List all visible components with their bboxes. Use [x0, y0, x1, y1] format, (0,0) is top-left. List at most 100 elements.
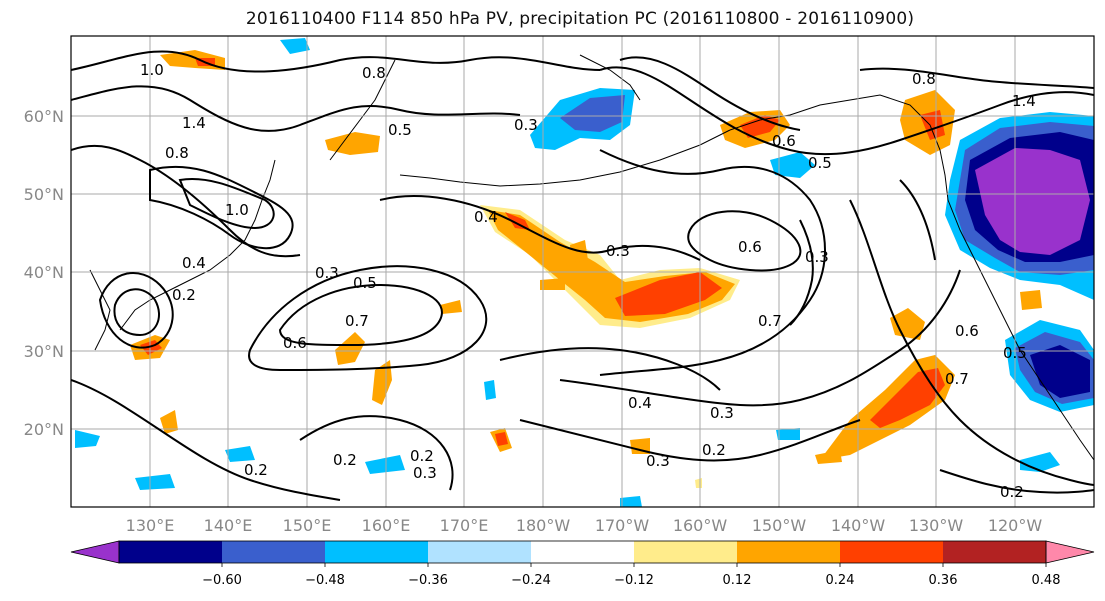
lon-label: 160°W [673, 516, 728, 535]
precip-neg-small-10 [75, 430, 100, 448]
colorbar-tick-label: −0.24 [511, 573, 551, 588]
lon-label: 140°E [204, 516, 253, 535]
lat-label: 30°N [24, 342, 64, 361]
contour-label: 0.2 [244, 461, 268, 479]
contour-label: 1.0 [140, 61, 164, 79]
colorbar-extend-low [70, 540, 120, 564]
colorbar-tick-label: 0.12 [723, 573, 752, 588]
lat-label: 20°N [24, 420, 64, 439]
pv-contour-6 [98, 272, 174, 349]
map-title: 2016110400 F114 850 hPa PV, precipitatio… [245, 9, 915, 29]
precip-pos-small-4 [335, 332, 365, 365]
precip-pos-small-2 [325, 132, 380, 155]
contour-label: 0.3 [514, 116, 538, 134]
latitude-labels: 60°N 50°N 40°N 30°N 20°N [24, 107, 64, 439]
contour-label: 0.7 [758, 312, 782, 330]
pv-contour-1 [71, 50, 601, 73]
coast-na-west [947, 199, 1094, 461]
colorbar-extend-high [1045, 540, 1095, 564]
coast-siberia [579, 54, 641, 101]
precip-pos-coast-inner [920, 110, 945, 140]
longitude-labels: 130°E 140°E 150°E 160°E 170°E 180°W 170°… [126, 516, 1043, 535]
coast-korea [89, 269, 111, 351]
lon-label: 130°W [909, 516, 964, 535]
contour-label: 0.4 [474, 208, 498, 226]
contour-label: 0.5 [1003, 344, 1027, 362]
contour-label: 0.3 [315, 264, 339, 282]
colorbar-segment [428, 541, 532, 563]
contour-label: 1.0 [225, 201, 249, 219]
lon-label: 150°E [283, 516, 332, 535]
pv-contour-8 [278, 283, 443, 347]
pv-contour-17 [859, 67, 1094, 89]
precip-neg-small-9 [620, 496, 642, 507]
colorbar-tick-label: 0.36 [929, 573, 958, 588]
contour-label: 1.4 [1012, 92, 1036, 110]
precip-neg-small-5 [225, 446, 255, 462]
coast-alaska [729, 94, 949, 201]
pv-contour-12 [599, 149, 826, 376]
colorbar-tick-label: 0.48 [1032, 573, 1061, 588]
contour-label: 0.3 [805, 248, 829, 266]
pv-contour-18 [849, 199, 1094, 486]
precip-neg-se-core [1030, 345, 1090, 398]
contour-label: 0.2 [1000, 483, 1024, 501]
lon-label: 170°W [595, 516, 650, 535]
lon-label: 170°E [440, 516, 489, 535]
precip-neg-small-8 [776, 428, 800, 440]
precip-pos-small-5 [372, 360, 392, 405]
precip-pos-hawaii-inner [870, 368, 945, 428]
contour-label: 0.2 [702, 441, 726, 459]
contour-label: 0.6 [738, 238, 762, 256]
contour-label: 0.4 [628, 394, 652, 412]
colorbar-segment [943, 541, 1047, 563]
precip-pos-small-14 [1020, 290, 1042, 310]
contour-label: 0.6 [772, 132, 796, 150]
lon-label: 140°W [831, 516, 886, 535]
contour-label: 0.7 [945, 370, 969, 388]
grid-lines [71, 36, 1094, 507]
contour-label: 1.4 [182, 114, 206, 132]
pv-contour-13 [559, 269, 961, 407]
precip-neg-small-7 [484, 380, 496, 400]
precip-pos-small-6 [890, 308, 925, 340]
colorbar-tick-label: −0.48 [305, 573, 345, 588]
contour-label: 0.6 [955, 322, 979, 340]
pv-contour-14 [519, 419, 861, 462]
contour-label: 0.2 [410, 447, 434, 465]
contour-label: 0.8 [912, 70, 936, 88]
precip-pos-small-9 [440, 300, 462, 314]
colorbar-segment [119, 541, 223, 563]
colorbar-segment [531, 541, 635, 563]
contour-label: 0.3 [606, 242, 630, 260]
lat-label: 50°N [24, 185, 64, 204]
colorbar-tick-label: −0.12 [614, 573, 654, 588]
precip-pos-small-11 [630, 438, 650, 454]
precip-pos-small-8b [495, 432, 508, 446]
precip-neg-small-2 [770, 152, 815, 178]
colorbar-segment [325, 541, 429, 563]
pv-contour-19 [939, 469, 1094, 494]
precip-neg-small-1 [280, 38, 310, 54]
colorbar-segment [634, 541, 738, 563]
contour-label: 0.2 [172, 286, 196, 304]
pv-contour-11 [687, 210, 802, 272]
colorbar-tick-label: −0.36 [408, 573, 448, 588]
precip-pos-small-7 [160, 410, 178, 434]
pv-contour-20 [71, 379, 341, 501]
lon-label: 120°W [988, 516, 1043, 535]
colorbar-tick-label: −0.60 [202, 573, 242, 588]
map-frame [70, 35, 1095, 508]
pv-contours [71, 50, 1094, 501]
pv-contour-2 [71, 85, 521, 132]
pv-contour-3 [149, 165, 294, 250]
pv-contour-22 [499, 347, 721, 391]
contour-label: 0.7 [345, 312, 369, 330]
precip-neg-small-6 [365, 455, 405, 474]
contour-label: 0.3 [413, 464, 437, 482]
pv-contour-23 [789, 219, 814, 326]
colorbar: −0.60 −0.48 −0.36 −0.24 −0.12 0.12 0.24 0.36 0.4… [70, 540, 1095, 588]
lat-label: 40°N [24, 263, 64, 282]
colorbar-segment [840, 541, 944, 563]
